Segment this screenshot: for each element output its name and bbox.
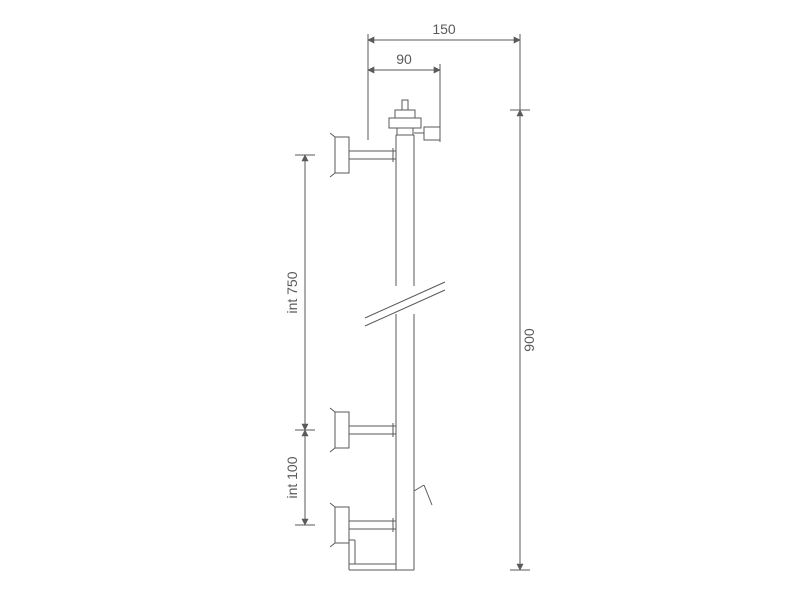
bracket-flare-0-t [330, 133, 335, 137]
bracket-plate-1 [335, 412, 349, 448]
cap-disc [395, 110, 415, 118]
bracket-flare-1-t [330, 408, 335, 412]
top_outer-label: 150 [432, 21, 456, 37]
cap-post [402, 100, 408, 110]
cap-neck [397, 128, 413, 135]
bracket-plate-2 [335, 507, 349, 543]
bracket-flare-2-b [330, 543, 335, 547]
bracket-plate-0 [335, 137, 349, 173]
top_inner-label: 90 [396, 51, 412, 67]
side-marker [424, 485, 432, 505]
bracket-flare-2-t [330, 503, 335, 507]
break-line-2 [365, 290, 445, 326]
right_height-label: 900 [521, 328, 537, 352]
left_int750-label: int 750 [284, 271, 300, 313]
bracket-flare-0-b [330, 173, 335, 177]
left_int100-label: int 100 [284, 456, 300, 498]
knob-body [424, 127, 440, 140]
cap-ring [389, 118, 421, 128]
bracket-flare-1-b [330, 448, 335, 452]
break-line-1 [365, 282, 445, 318]
side-marker-stem [414, 485, 424, 491]
